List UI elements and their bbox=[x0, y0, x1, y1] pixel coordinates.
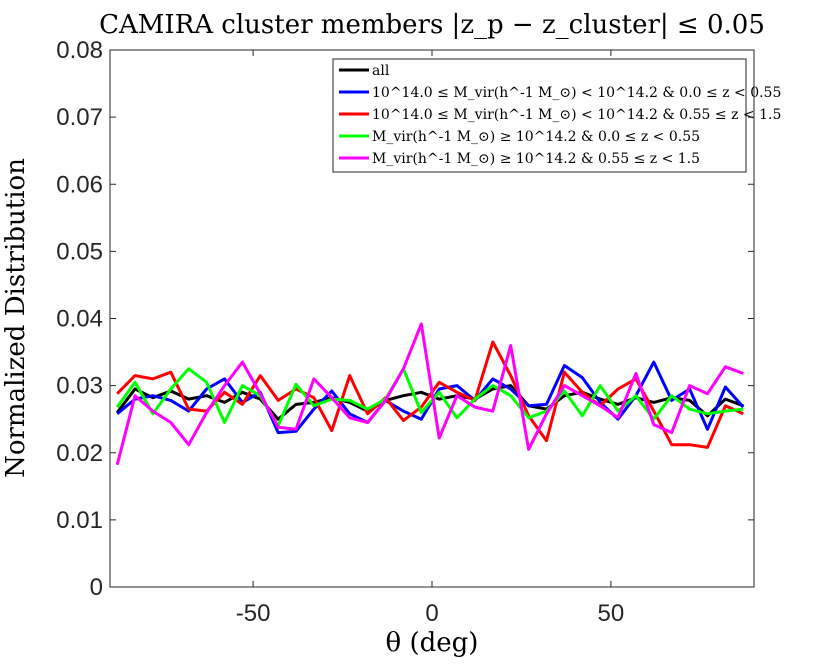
y-axis-ticks: 0 0.01 0.02 0.03 0.04 0.05 0.06 0.07 0.08 bbox=[56, 37, 754, 601]
x-tick-label: 0 bbox=[425, 600, 438, 627]
legend-label-1: all bbox=[372, 63, 390, 79]
y-tick-label: 0.05 bbox=[56, 238, 103, 265]
series-group bbox=[115, 322, 745, 466]
y-tick-label: 0.04 bbox=[56, 306, 103, 333]
x-tick-label: -50 bbox=[236, 600, 271, 627]
x-axis-label: θ (deg) bbox=[386, 628, 479, 658]
y-tick-label: 0.07 bbox=[56, 104, 103, 131]
x-axis-ticks: -50 0 50 bbox=[236, 50, 624, 627]
y-tick-label: 0.03 bbox=[56, 373, 103, 400]
x-tick-label: 50 bbox=[598, 600, 625, 627]
series-line-4 bbox=[115, 367, 744, 428]
y-tick-label: 0 bbox=[90, 574, 103, 601]
y-tick-label: 0.02 bbox=[56, 440, 103, 467]
y-tick-label: 0.06 bbox=[56, 171, 103, 198]
legend-label-5: M_vir(h^-1 M_⊙) ≥ 10^14.2 & 0.55 ≤ z < 1… bbox=[372, 151, 700, 167]
chart-title: CAMIRA cluster members |z_p − z_cluster|… bbox=[99, 10, 765, 40]
legend: all 10^14.0 ≤ M_vir(h^-1 M_⊙) < 10^14.2 &… bbox=[332, 58, 781, 173]
y-tick-label: 0.01 bbox=[56, 507, 103, 534]
series-line-5 bbox=[115, 322, 744, 466]
y-axis-label: Normalized Distribution bbox=[1, 158, 31, 478]
legend-label-4: M_vir(h^-1 M_⊙) ≥ 10^14.2 & 0.0 ≤ z < 0.… bbox=[372, 129, 700, 145]
y-tick-label: 0.08 bbox=[56, 37, 103, 64]
legend-items: all 10^14.0 ≤ M_vir(h^-1 M_⊙) < 10^14.2 &… bbox=[339, 63, 781, 167]
legend-box bbox=[332, 58, 747, 173]
legend-label-2: 10^14.0 ≤ M_vir(h^-1 M_⊙) < 10^14.2 & 0.… bbox=[372, 85, 781, 101]
legend-label-3: 10^14.0 ≤ M_vir(h^-1 M_⊙) < 10^14.2 & 0.… bbox=[372, 107, 781, 123]
